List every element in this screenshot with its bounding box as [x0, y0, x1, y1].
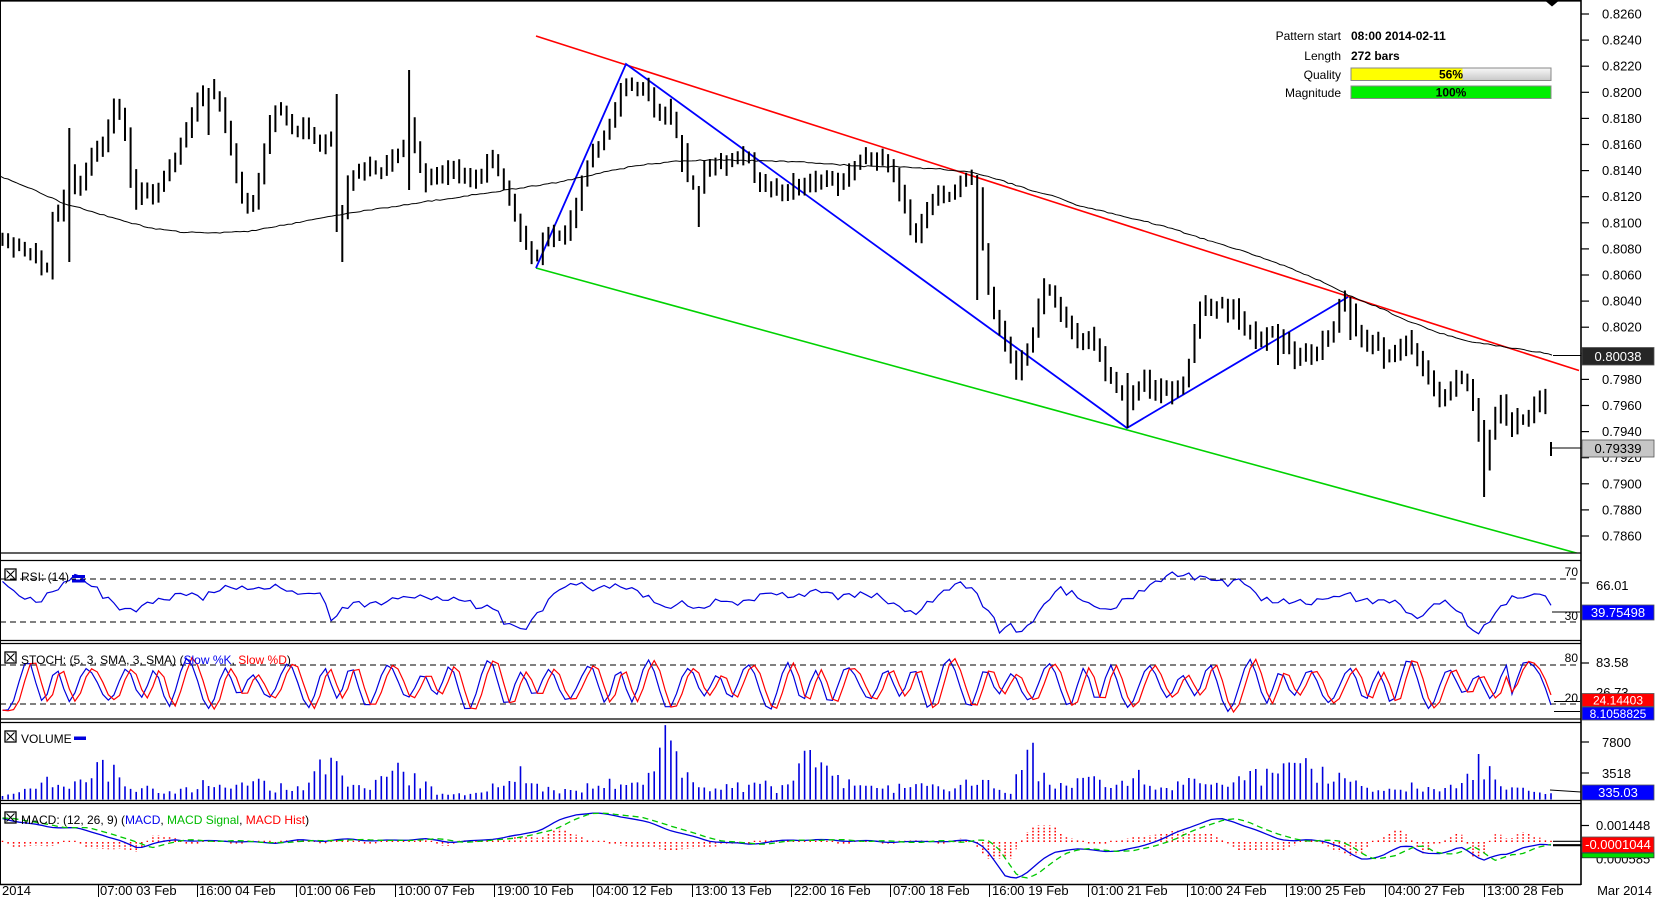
- svg-text:MACD: (12, 26, 9) (MACD, MACD: MACD: (12, 26, 9) (MACD, MACD Signal, MA…: [21, 813, 309, 827]
- svg-text:07:00 18 Feb: 07:00 18 Feb: [893, 883, 970, 897]
- svg-text:10:00 07 Feb: 10:00 07 Feb: [398, 883, 475, 897]
- svg-text:0.8260: 0.8260: [1602, 7, 1642, 22]
- svg-text:0.7980: 0.7980: [1602, 372, 1642, 387]
- svg-text:8.1058825: 8.1058825: [1590, 707, 1647, 721]
- svg-text:70: 70: [1565, 565, 1579, 579]
- svg-text:0.8060: 0.8060: [1602, 268, 1642, 283]
- svg-text:66.01: 66.01: [1596, 578, 1629, 593]
- svg-text:56%: 56%: [1439, 68, 1463, 82]
- svg-text:08:00 2014-02-11: 08:00 2014-02-11: [1351, 29, 1446, 43]
- svg-text:100%: 100%: [1436, 86, 1467, 100]
- svg-text:0.8160: 0.8160: [1602, 137, 1642, 152]
- svg-text:22:00 16 Feb: 22:00 16 Feb: [794, 883, 871, 897]
- svg-text:0.7940: 0.7940: [1602, 424, 1642, 439]
- svg-text:0.7880: 0.7880: [1602, 502, 1642, 517]
- svg-text:83.58: 83.58: [1596, 655, 1629, 670]
- svg-text:16:00 19 Feb: 16:00 19 Feb: [992, 883, 1069, 897]
- svg-text:0.8020: 0.8020: [1602, 320, 1642, 335]
- svg-text:0.7860: 0.7860: [1602, 529, 1642, 544]
- svg-text:80: 80: [1565, 651, 1579, 665]
- svg-text:10:00 24 Feb: 10:00 24 Feb: [1190, 883, 1267, 897]
- svg-text:0.7900: 0.7900: [1602, 476, 1642, 491]
- svg-text:335.03: 335.03: [1598, 785, 1638, 800]
- svg-text:0.8140: 0.8140: [1602, 163, 1642, 178]
- svg-text:0.8240: 0.8240: [1602, 33, 1642, 48]
- svg-text:04:00 27 Feb: 04:00 27 Feb: [1388, 883, 1465, 897]
- svg-text:0.8180: 0.8180: [1602, 111, 1642, 126]
- svg-text:01:00 21 Feb: 01:00 21 Feb: [1091, 883, 1168, 897]
- svg-text:0.7960: 0.7960: [1602, 398, 1642, 413]
- svg-text:16:00 04 Feb: 16:00 04 Feb: [199, 883, 276, 897]
- svg-text:Magnitude: Magnitude: [1285, 86, 1341, 100]
- svg-text:0.001448: 0.001448: [1596, 818, 1650, 833]
- svg-text:Pattern start: Pattern start: [1276, 29, 1342, 43]
- svg-text:0.8220: 0.8220: [1602, 59, 1642, 74]
- svg-text:24.14403: 24.14403: [1593, 694, 1643, 708]
- svg-text:07:00 03 Feb: 07:00 03 Feb: [100, 883, 177, 897]
- svg-text:01:00 06 Feb: 01:00 06 Feb: [299, 883, 376, 897]
- svg-text:2014: 2014: [2, 883, 31, 897]
- svg-text:30: 30: [1565, 609, 1579, 623]
- svg-text:3518: 3518: [1602, 766, 1631, 781]
- svg-text:20: 20: [1565, 691, 1579, 705]
- svg-text:VOLUME: VOLUME: [21, 732, 72, 746]
- svg-text:Quality: Quality: [1304, 68, 1341, 82]
- svg-text:-0.0001044: -0.0001044: [1585, 837, 1651, 852]
- svg-text:19:00 10 Feb: 19:00 10 Feb: [497, 883, 574, 897]
- svg-text:7800: 7800: [1602, 735, 1631, 750]
- svg-text:13:00 28 Feb: 13:00 28 Feb: [1487, 883, 1564, 897]
- svg-text:0.8080: 0.8080: [1602, 241, 1642, 256]
- svg-text:Length: Length: [1304, 49, 1341, 63]
- svg-text:04:00 12 Feb: 04:00 12 Feb: [596, 883, 673, 897]
- svg-text:272 bars: 272 bars: [1351, 49, 1400, 63]
- svg-text:0.79339: 0.79339: [1595, 441, 1642, 456]
- svg-text:0.8040: 0.8040: [1602, 294, 1642, 309]
- svg-text:0.80038: 0.80038: [1595, 349, 1642, 364]
- svg-text:0.8200: 0.8200: [1602, 85, 1642, 100]
- svg-text:Mar 2014: Mar 2014: [1597, 883, 1652, 897]
- svg-text:19:00 25 Feb: 19:00 25 Feb: [1289, 883, 1366, 897]
- svg-text:0.8120: 0.8120: [1602, 189, 1642, 204]
- svg-text:39.75498: 39.75498: [1591, 605, 1645, 620]
- svg-text:0.8100: 0.8100: [1602, 215, 1642, 230]
- svg-text:13:00 13 Feb: 13:00 13 Feb: [695, 883, 772, 897]
- svg-text:RSI: (14): RSI: (14): [21, 570, 69, 584]
- svg-text:STOCH: (5, 3, SMA, 3, SMA) (Sl: STOCH: (5, 3, SMA, 3, SMA) (Slow %K, Slo…: [21, 653, 291, 667]
